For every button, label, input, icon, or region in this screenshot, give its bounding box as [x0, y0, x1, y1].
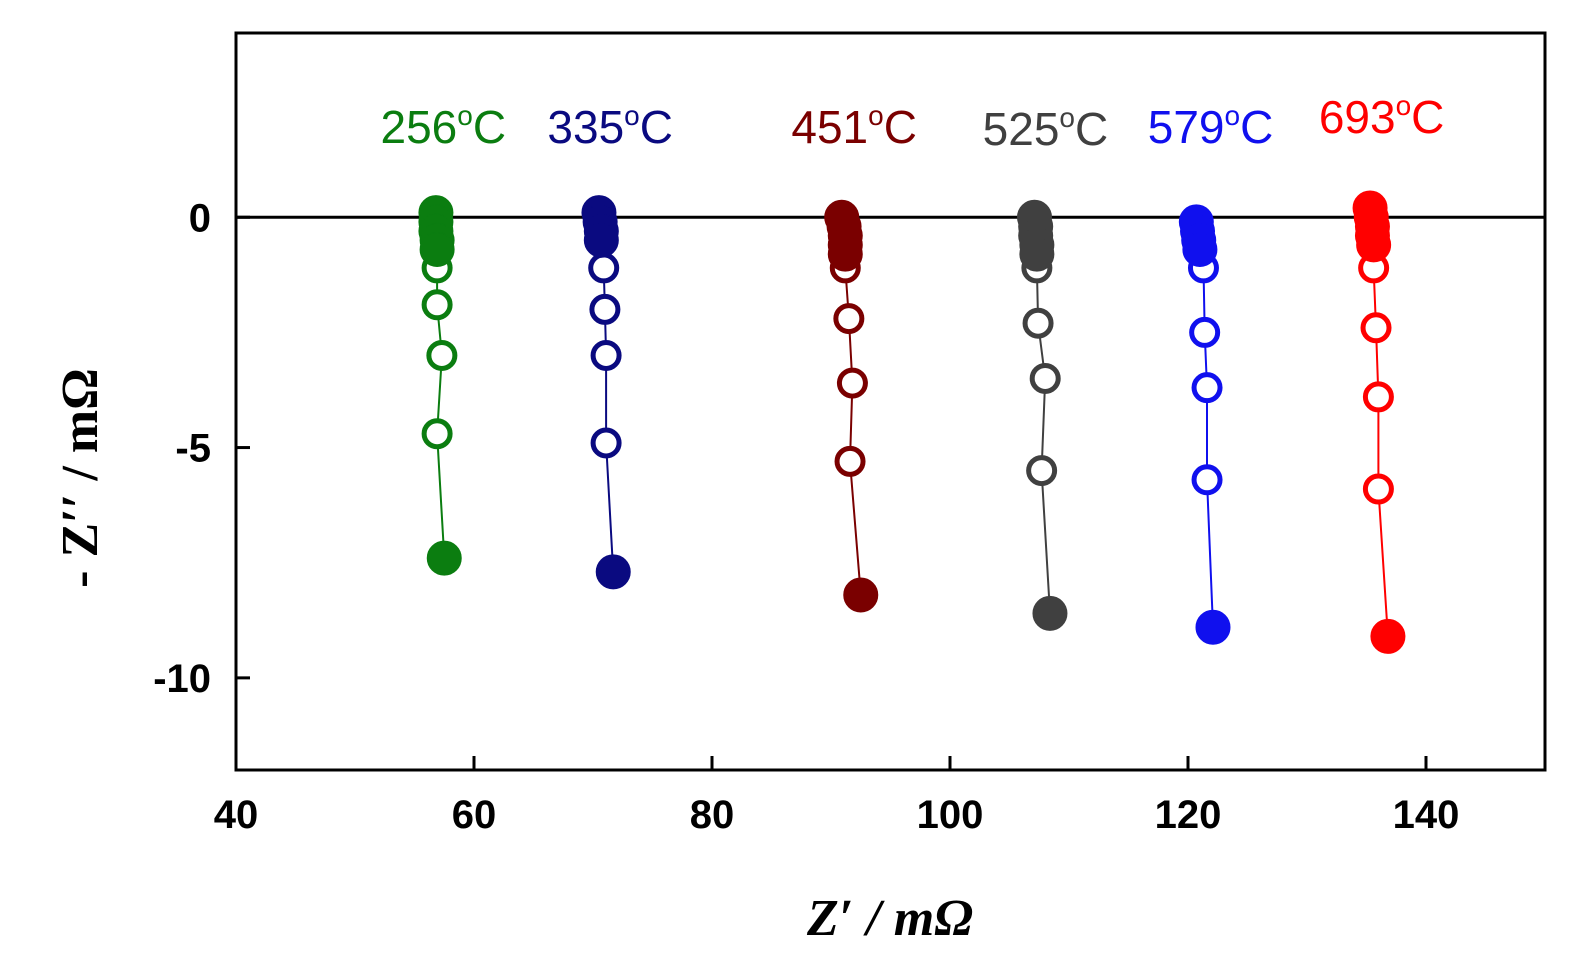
series-label-451: 451oC	[791, 100, 917, 153]
open-point	[421, 418, 453, 450]
filled-point	[426, 540, 462, 576]
filled-point	[843, 577, 879, 613]
open-point	[836, 367, 868, 399]
open-point	[1191, 464, 1223, 496]
series-label-525: 525oC	[983, 102, 1109, 155]
filled-point	[1370, 618, 1406, 654]
plot-frame	[234, 31, 1547, 772]
data-marks	[236, 190, 1545, 654]
open-point	[590, 339, 622, 371]
filled-point	[1019, 236, 1055, 272]
filled-point	[1356, 227, 1392, 263]
series-label-335: 335oC	[547, 100, 673, 153]
filled-point	[419, 231, 455, 267]
axis-ticks: 40 60 80 100 120 140 0 -5 -10	[153, 196, 1459, 837]
x-tick-label: 120	[1155, 793, 1222, 837]
open-point	[426, 339, 458, 371]
filled-point	[1195, 609, 1231, 645]
open-point	[590, 427, 622, 459]
filled-point	[595, 554, 631, 590]
filled-point	[1182, 231, 1218, 267]
open-point	[834, 445, 866, 477]
series-693	[1352, 190, 1406, 654]
open-point	[1022, 307, 1054, 339]
x-tick-label: 140	[1393, 793, 1460, 837]
x-tick-label: 80	[690, 793, 735, 837]
open-point	[833, 303, 865, 335]
series-labels: 256oC 335oC 451oC 525oC 579oC 693oC	[381, 90, 1445, 155]
open-point	[421, 289, 453, 321]
series-525	[1016, 199, 1068, 631]
open-point	[1189, 316, 1221, 348]
open-point	[588, 252, 620, 284]
filled-point	[1032, 595, 1068, 631]
y-tick-label: -10	[153, 657, 211, 701]
open-point	[1191, 372, 1223, 404]
series-451	[824, 199, 879, 613]
open-point	[589, 293, 621, 325]
y-tick-label: -5	[175, 427, 211, 471]
x-tick-label: 60	[452, 793, 497, 837]
open-point	[1360, 312, 1392, 344]
series-256	[418, 195, 462, 576]
series-335	[581, 195, 631, 590]
open-point	[1362, 473, 1394, 505]
open-point	[1026, 455, 1058, 487]
series-579	[1178, 204, 1231, 645]
x-axis-title: Z′ / mΩ	[806, 890, 973, 947]
filled-point	[583, 222, 619, 258]
y-tick-label: 0	[189, 196, 211, 240]
series-label-256: 256oC	[381, 100, 507, 153]
filled-point	[827, 236, 863, 272]
x-tick-label: 40	[214, 793, 259, 837]
open-point	[1029, 362, 1061, 394]
open-point	[1362, 381, 1394, 413]
x-tick-label: 100	[917, 793, 984, 837]
y-axis-title: - Z′′ / mΩ	[52, 368, 109, 588]
series-label-693: 693oC	[1319, 90, 1445, 143]
series-label-579: 579oC	[1148, 100, 1274, 153]
